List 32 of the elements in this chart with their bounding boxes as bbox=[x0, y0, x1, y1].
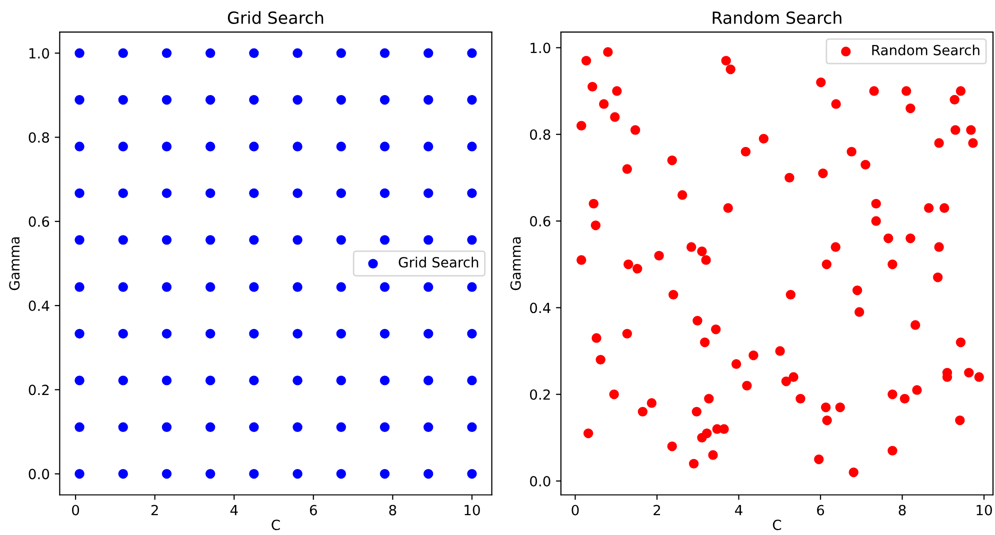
y-tick-label: 0.8 bbox=[28, 132, 50, 143]
x-axis-title: C bbox=[772, 520, 782, 530]
y-tick-label: 0.2 bbox=[530, 389, 550, 400]
y-axis-title: Gamma bbox=[9, 237, 20, 290]
legend-label: Grid Search bbox=[398, 256, 478, 268]
y-tick-label: 0.6 bbox=[28, 216, 50, 227]
y-tick-label: 0.8 bbox=[530, 129, 550, 140]
x-tick-label: 8 bbox=[389, 504, 396, 516]
legend-label: Random Search bbox=[872, 44, 980, 56]
y-axis-title: Gamma bbox=[510, 237, 521, 290]
chart-title: Grid Search bbox=[228, 11, 324, 24]
x-tick-label: 10 bbox=[464, 504, 480, 516]
y-tick-label: 0.4 bbox=[530, 302, 550, 314]
x-tick-label: 6 bbox=[310, 504, 317, 516]
x-tick-label: 4 bbox=[735, 505, 742, 516]
x-tick-label: 0 bbox=[72, 504, 80, 516]
y-tick-label: 0.6 bbox=[530, 216, 550, 226]
y-tick-label: 0.0 bbox=[530, 476, 550, 486]
y-tick-label: 1.0 bbox=[530, 42, 550, 54]
x-tick-label: 2 bbox=[654, 504, 660, 516]
y-tick-label: 0.0 bbox=[28, 468, 50, 480]
x-axis-title: C bbox=[272, 520, 280, 530]
x-tick-label: 0 bbox=[572, 504, 579, 516]
y-tick-label: 0.4 bbox=[28, 300, 50, 312]
x-tick-label: 10 bbox=[976, 504, 992, 516]
x-tick-label: 4 bbox=[230, 505, 238, 516]
x-tick-label: 8 bbox=[898, 504, 906, 516]
x-tick-label: 2 bbox=[151, 504, 158, 516]
chart-title: Random Search bbox=[712, 11, 842, 24]
y-tick-label: 1.0 bbox=[29, 48, 50, 59]
y-tick-label: 0.2 bbox=[28, 384, 49, 396]
x-tick-label: 6 bbox=[817, 504, 824, 516]
